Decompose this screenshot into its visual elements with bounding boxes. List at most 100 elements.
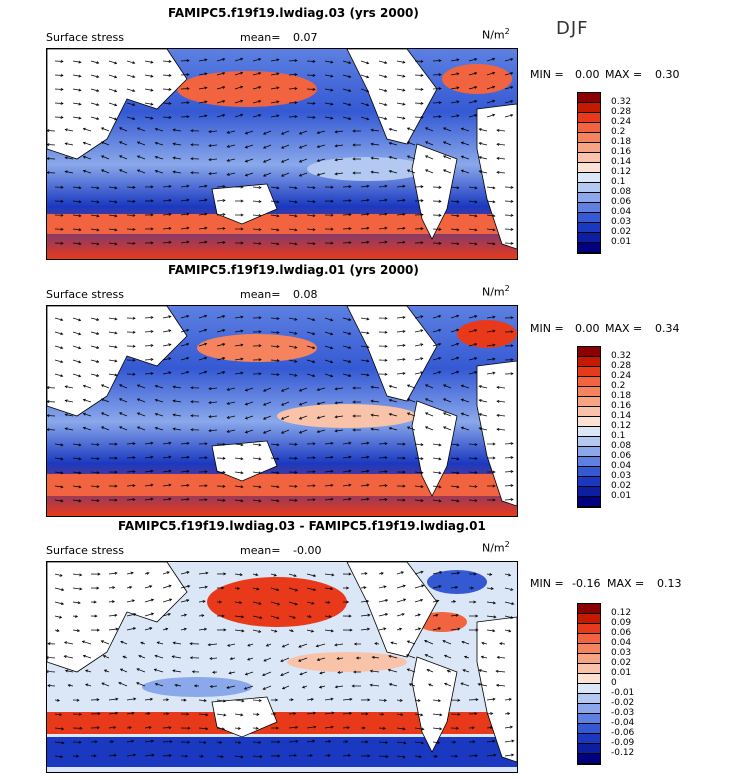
wind-vector bbox=[155, 170, 164, 174]
wind-vector-head bbox=[402, 184, 406, 188]
wind-vector-head bbox=[114, 103, 118, 107]
wind-vector bbox=[252, 58, 261, 62]
wind-vector-head bbox=[166, 571, 170, 575]
wind-vector bbox=[234, 114, 243, 118]
wind-vector-head bbox=[132, 372, 136, 376]
wind-vector bbox=[216, 58, 225, 62]
wind-vector-head bbox=[474, 371, 478, 374]
wind-vector bbox=[461, 427, 470, 431]
wind-vector bbox=[208, 158, 218, 161]
wind-vector-head bbox=[150, 227, 154, 231]
wind-vector-head bbox=[241, 629, 245, 633]
wind-vector-head bbox=[327, 600, 331, 604]
wind-vector-head bbox=[96, 457, 100, 461]
wind-vector bbox=[227, 130, 236, 134]
wind-vector bbox=[486, 358, 495, 361]
wind-vector-head bbox=[81, 640, 85, 644]
wind-vector-head bbox=[78, 200, 82, 204]
colorbar-tick-label: 0.04 bbox=[611, 461, 632, 471]
wind-vector-head bbox=[76, 698, 80, 702]
wind-vector bbox=[378, 102, 387, 106]
wind-vector-head bbox=[154, 384, 158, 388]
wind-vector-head bbox=[133, 753, 137, 757]
wind-vector-head bbox=[150, 199, 154, 203]
wind-vector bbox=[198, 727, 208, 730]
wind-vector-head bbox=[244, 145, 248, 149]
wind-vector bbox=[504, 712, 510, 715]
wind-vector bbox=[108, 60, 117, 64]
wind-vector bbox=[90, 60, 99, 64]
wind-vector bbox=[270, 629, 277, 633]
wind-vector bbox=[162, 199, 172, 202]
wind-vector bbox=[83, 427, 92, 431]
wind-vector-head bbox=[474, 71, 478, 75]
wind-vector-head bbox=[310, 697, 314, 701]
colorbar-swatch bbox=[578, 417, 600, 427]
wind-vector-head bbox=[47, 414, 50, 418]
wind-vector-head bbox=[204, 114, 208, 118]
wind-vector-head bbox=[492, 498, 496, 502]
wind-vector-head bbox=[384, 316, 388, 320]
wind-vector bbox=[319, 685, 326, 688]
wind-vector-head bbox=[293, 712, 297, 716]
wind-vector-head bbox=[244, 402, 248, 406]
wind-vector-head bbox=[190, 129, 194, 133]
wind-vector-head bbox=[244, 159, 248, 163]
wind-vector bbox=[496, 171, 506, 174]
wind-vector bbox=[299, 158, 308, 163]
wind-vector-head bbox=[60, 227, 64, 231]
wind-vector-head bbox=[280, 131, 285, 135]
wind-vector bbox=[263, 429, 272, 434]
wind-vector-head bbox=[150, 241, 154, 245]
wind-vector-head bbox=[298, 658, 302, 662]
wind-vector-head bbox=[330, 360, 334, 364]
wind-vector-head bbox=[149, 585, 153, 589]
wind-vector-head bbox=[96, 242, 100, 246]
wind-vector-head bbox=[492, 484, 496, 488]
wind-vector bbox=[428, 683, 434, 687]
colorbar-tick-label: 0.12 bbox=[611, 608, 632, 618]
wind-vector-head bbox=[328, 739, 332, 743]
wind-vector bbox=[180, 329, 189, 333]
wind-vector-head bbox=[474, 228, 478, 232]
wind-vector-head bbox=[150, 88, 154, 92]
colorbar-tick-label: 0.01 bbox=[611, 668, 632, 678]
wind-vector bbox=[173, 157, 182, 160]
wind-vector bbox=[101, 398, 110, 403]
wind-vector bbox=[101, 169, 110, 174]
wind-vector bbox=[216, 86, 225, 90]
wind-vector-head bbox=[492, 113, 496, 117]
wind-vector bbox=[360, 74, 369, 78]
wind-vector-head bbox=[258, 71, 262, 75]
wind-vector-head bbox=[510, 497, 514, 501]
wind-vector bbox=[432, 713, 442, 716]
wind-vector bbox=[230, 657, 236, 660]
wind-vector bbox=[468, 72, 477, 76]
wind-vector bbox=[378, 199, 387, 202]
wind-vector-head bbox=[200, 754, 204, 758]
wind-vector-head bbox=[437, 741, 441, 745]
wind-vector bbox=[414, 614, 421, 617]
wind-vector-head bbox=[205, 713, 209, 717]
wind-vector bbox=[299, 144, 308, 149]
wind-vector-head bbox=[337, 670, 341, 674]
wind-vector bbox=[396, 585, 406, 589]
wind-vector-head bbox=[294, 242, 298, 246]
wind-vector bbox=[198, 213, 207, 216]
wind-vector-head bbox=[226, 401, 230, 405]
wind-vector bbox=[108, 214, 117, 217]
wind-vector-head bbox=[456, 100, 460, 104]
wind-vector-head bbox=[462, 669, 466, 673]
wind-vector bbox=[72, 573, 82, 576]
wind-vector bbox=[450, 572, 460, 575]
wind-vector-head bbox=[366, 103, 370, 107]
wind-vector-head bbox=[348, 103, 352, 107]
wind-vector-head bbox=[366, 373, 370, 377]
wind-vector-head bbox=[456, 242, 460, 246]
wind-vector-head bbox=[312, 484, 316, 488]
wind-vector bbox=[108, 359, 117, 362]
wind-vector bbox=[468, 457, 478, 460]
wind-vector bbox=[90, 359, 99, 363]
wind-vector-head bbox=[150, 116, 154, 120]
wind-vector bbox=[378, 755, 388, 757]
